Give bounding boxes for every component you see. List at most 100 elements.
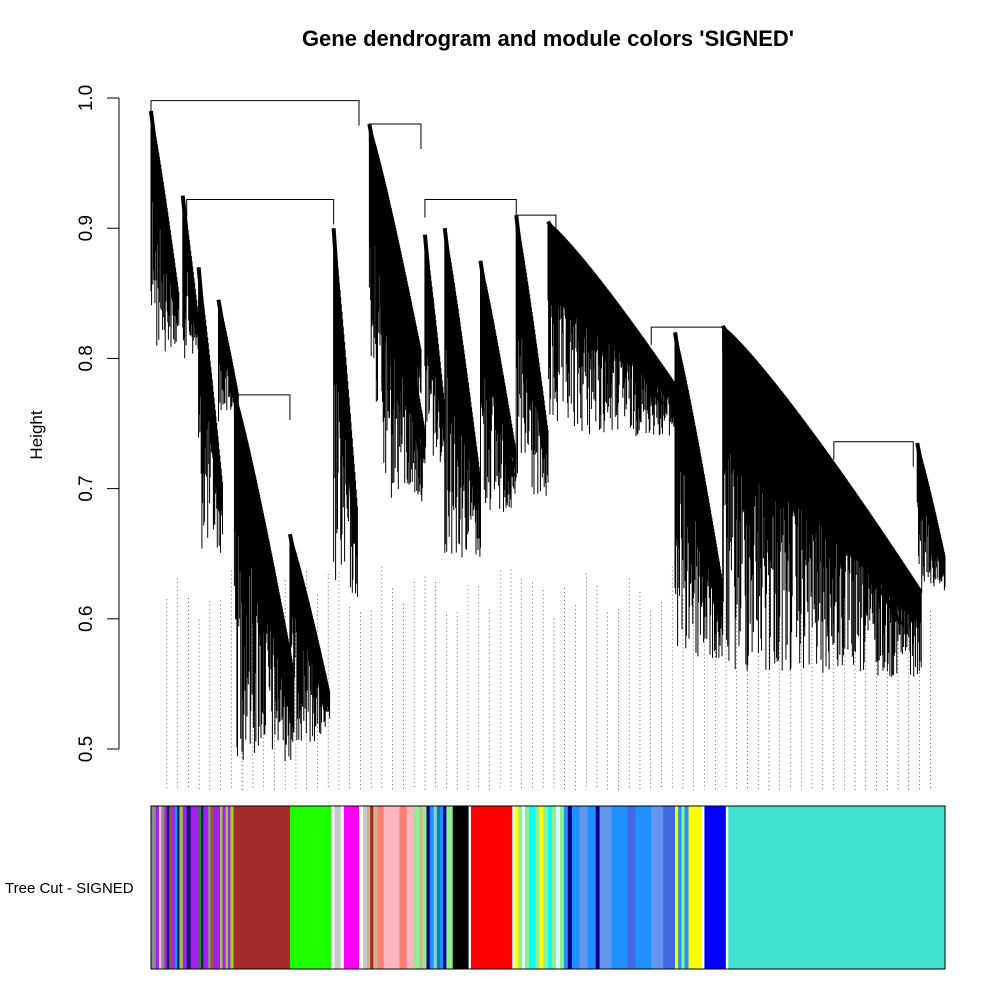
module-color-segment: [684, 806, 689, 969]
module-color-segment: [571, 806, 581, 969]
module-color-segment: [651, 806, 664, 969]
dendrogram-tree: [149, 100, 946, 762]
tree-cluster-spine: [379, 208, 423, 458]
y-axis: 0.5 0.6 0.7 0.8 0.9 1.0: [76, 85, 120, 762]
module-color-segment: [343, 806, 360, 969]
module-color-segment: [543, 806, 549, 969]
module-color-segment: [419, 806, 423, 969]
module-color-segment: [702, 806, 705, 969]
module-color-segment: [528, 806, 536, 969]
module-color-segment: [422, 806, 427, 969]
module-color-segment: [611, 806, 628, 969]
module-color-segment: [567, 806, 573, 969]
module-color-segment: [164, 806, 168, 969]
module-color-segment: [186, 806, 191, 969]
module-color-segment: [179, 806, 184, 969]
y-tick-label: 0.8: [76, 345, 97, 371]
module-color-segment: [190, 806, 199, 969]
tree-merge: [186, 199, 335, 225]
module-color-segment: [452, 806, 469, 969]
module-color-segment: [171, 806, 176, 969]
module-color-segment: [704, 806, 727, 969]
module-color-segment: [436, 806, 441, 969]
module-color-segment: [158, 806, 162, 969]
module-color-segment: [370, 806, 374, 969]
module-color-segment: [518, 806, 523, 969]
module-color-segment: [433, 806, 438, 969]
module-color-segment: [429, 806, 434, 969]
tree-cluster-spine: [331, 228, 358, 544]
module-color-segment: [426, 806, 430, 969]
module-color-segment: [468, 806, 472, 969]
module-color-segment: [681, 806, 685, 969]
module-color-segment: [443, 806, 447, 969]
y-tick-label: 0.6: [76, 606, 97, 632]
module-color-segment: [551, 806, 557, 969]
module-color-segment: [340, 806, 345, 969]
tree-cluster: [916, 442, 946, 593]
color-band-label: Tree Cut - SIGNED: [5, 880, 134, 897]
module-color-segment: [587, 806, 596, 969]
module-color-segment: [174, 806, 178, 969]
module-color-segment: [383, 806, 400, 969]
module-color-segment: [230, 806, 234, 969]
module-color-segment: [512, 806, 515, 969]
module-color-segment: [331, 806, 335, 969]
tree-merge: [150, 100, 360, 126]
module-color-segment: [514, 806, 519, 969]
tree-cluster-spine: [287, 533, 328, 712]
tree-cluster-spine: [915, 442, 945, 571]
tree-merge: [424, 199, 517, 225]
module-color-segment: [233, 806, 291, 969]
y-tick-label: 0.5: [76, 736, 97, 762]
module-color-segment: [470, 806, 513, 969]
module-color-segment: [228, 806, 231, 969]
module-color-segment: [177, 806, 180, 969]
module-color-segment: [524, 806, 530, 969]
module-color-segment: [366, 806, 371, 969]
module-color-segment: [166, 806, 170, 969]
module-color-segment: [688, 806, 703, 969]
module-color-segment: [169, 806, 172, 969]
module-color-segment: [182, 806, 188, 969]
module-color-segment: [161, 806, 165, 969]
module-color-segment: [201, 806, 204, 969]
module-color-segment: [213, 806, 221, 969]
tree-merge: [368, 123, 422, 150]
module-color-segment: [362, 806, 368, 969]
tree-cluster-spine: [232, 390, 290, 707]
y-axis-label: Height: [27, 410, 46, 459]
tree-cluster-spine: [442, 227, 479, 511]
module-color-segment: [555, 806, 561, 969]
tree-cluster-spine: [422, 234, 445, 429]
tree-cluster-spine: [180, 195, 200, 335]
module-color-segment: [728, 806, 946, 969]
tree-cluster-spine: [720, 324, 904, 626]
module-color-segment: [635, 806, 652, 969]
tree-merge: [833, 441, 914, 467]
tree-cluster-spine: [673, 332, 720, 615]
module-color-segment: [151, 806, 157, 969]
y-tick-label: 1.0: [76, 85, 97, 111]
module-color-segment: [599, 806, 612, 969]
tree-cluster: [722, 325, 922, 677]
module-color-segment: [563, 806, 569, 969]
module-color-segment: [663, 806, 676, 969]
tree-cluster-spine: [514, 214, 547, 459]
module-color-segment: [579, 806, 588, 969]
module-color-segment: [539, 806, 544, 969]
module-color-segment: [289, 806, 332, 969]
module-color-segment: [377, 806, 384, 969]
module-color-segment: [535, 806, 540, 969]
module-color-segment: [399, 806, 407, 969]
module-color-segment: [208, 806, 211, 969]
chart-title: Gene dendrogram and module colors 'SIGNE…: [302, 26, 794, 51]
module-color-segment: [678, 806, 682, 969]
module-color-segment: [559, 806, 565, 969]
module-color-segment: [725, 806, 729, 969]
tree-merge: [233, 394, 291, 420]
y-tick-label: 0.9: [76, 215, 97, 241]
module-color-segment: [334, 806, 342, 969]
module-color-segment: [198, 806, 202, 969]
